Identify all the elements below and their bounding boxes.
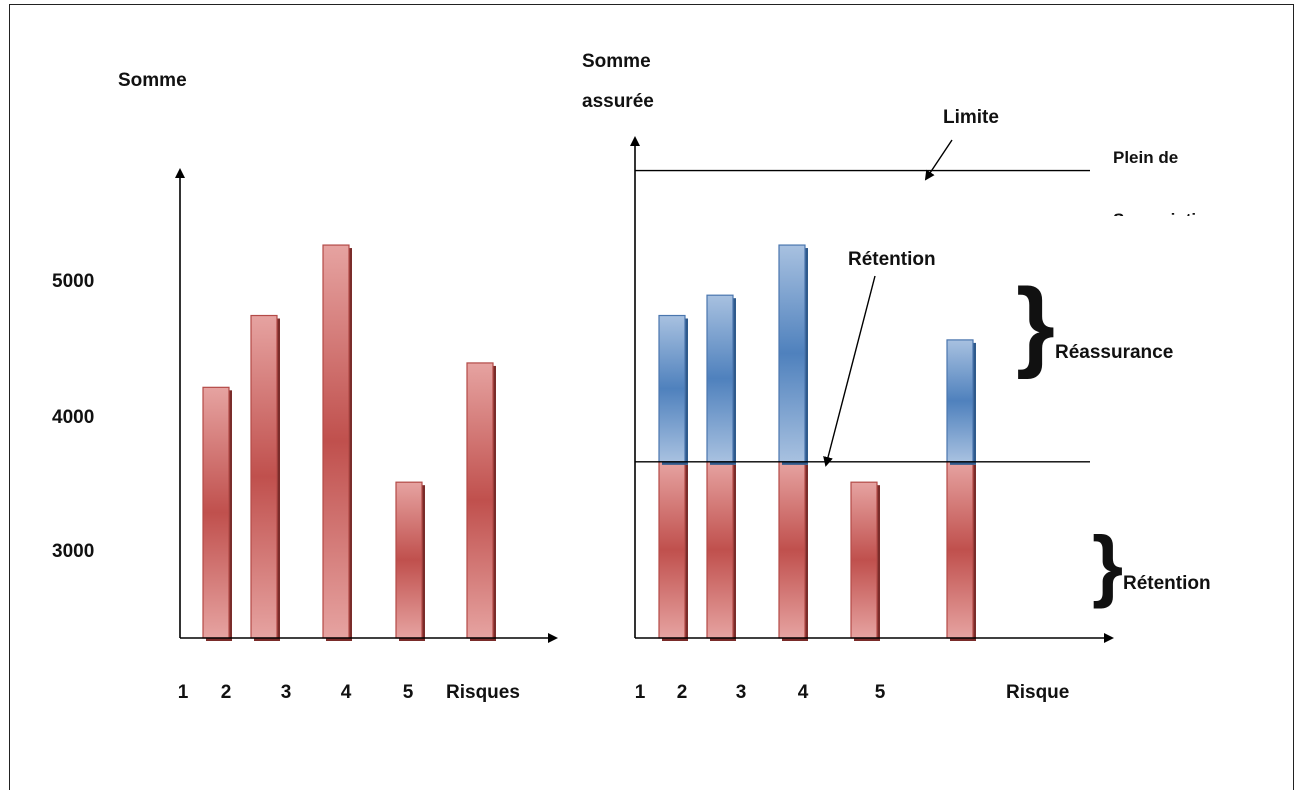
retention-brace: } bbox=[1092, 520, 1123, 609]
left-y-tick-5000: 5000 bbox=[52, 271, 94, 292]
left-y-axis-label: Somme bbox=[118, 70, 187, 91]
retention-arrow bbox=[823, 275, 876, 467]
limite-label: Limite bbox=[943, 107, 999, 128]
left-bar-2 bbox=[250, 314, 278, 639]
plein-label-line1: Plein de bbox=[1113, 148, 1178, 167]
right-chart: Somme assurée Limite Plein de Souscripti… bbox=[582, 51, 1217, 703]
left-y-tick-4000: 4000 bbox=[52, 407, 94, 428]
reassurance-label: Réassurance bbox=[1055, 342, 1173, 363]
figure-frame bbox=[9, 4, 1294, 790]
right-bar-reassurance-5 bbox=[946, 339, 974, 463]
retention-arrow-label: Rétention bbox=[848, 249, 936, 270]
left-x-axis-label: Risques bbox=[446, 682, 520, 703]
left-chart: Somme 5000 4000 3000 1 2 3 4 5 Risques bbox=[52, 70, 558, 703]
right-x-tick-5: 5 bbox=[875, 682, 886, 703]
right-bar-retention-3 bbox=[778, 461, 806, 639]
right-bar-retention-4 bbox=[850, 481, 878, 639]
left-bar-3 bbox=[322, 244, 350, 639]
right-bar-reassurance-2 bbox=[706, 294, 734, 463]
right-x-tick-3: 3 bbox=[736, 682, 747, 703]
right-bar-retention-5 bbox=[946, 461, 974, 639]
left-x-tick-3: 3 bbox=[281, 682, 292, 703]
left-x-tick-4: 4 bbox=[341, 682, 352, 703]
plein-label-line2: Souscription bbox=[1113, 210, 1217, 229]
limite-arrow bbox=[924, 139, 953, 181]
right-y-axis-label-line1: Somme bbox=[582, 51, 651, 72]
right-y-axis-label-line2: assurée bbox=[582, 91, 654, 112]
left-bar-1 bbox=[202, 386, 230, 639]
left-x-tick-1: 1 bbox=[178, 682, 189, 703]
right-x-tick-4: 4 bbox=[798, 682, 809, 703]
right-x-tick-1: 1 bbox=[635, 682, 646, 703]
plein-label-clip: Souscription bbox=[1113, 210, 1217, 229]
left-bar-4 bbox=[395, 481, 423, 639]
left-bars-group bbox=[202, 244, 496, 642]
left-x-tick-2: 2 bbox=[221, 682, 232, 703]
reassurance-brace: } bbox=[1016, 268, 1055, 380]
left-x-tick-5: 5 bbox=[403, 682, 414, 703]
right-bar-reassurance-3 bbox=[778, 244, 806, 463]
right-x-axis-label: Risque bbox=[1006, 682, 1069, 703]
left-bar-5 bbox=[466, 362, 494, 639]
right-x-tick-2: 2 bbox=[677, 682, 688, 703]
right-bar-retention-1 bbox=[658, 461, 686, 639]
right-bars-group bbox=[658, 244, 976, 641]
right-bar-reassurance-1 bbox=[658, 314, 686, 463]
retention-brace-label: Rétention bbox=[1123, 573, 1211, 594]
left-y-tick-3000: 3000 bbox=[52, 541, 94, 562]
right-bar-retention-2 bbox=[706, 461, 734, 639]
